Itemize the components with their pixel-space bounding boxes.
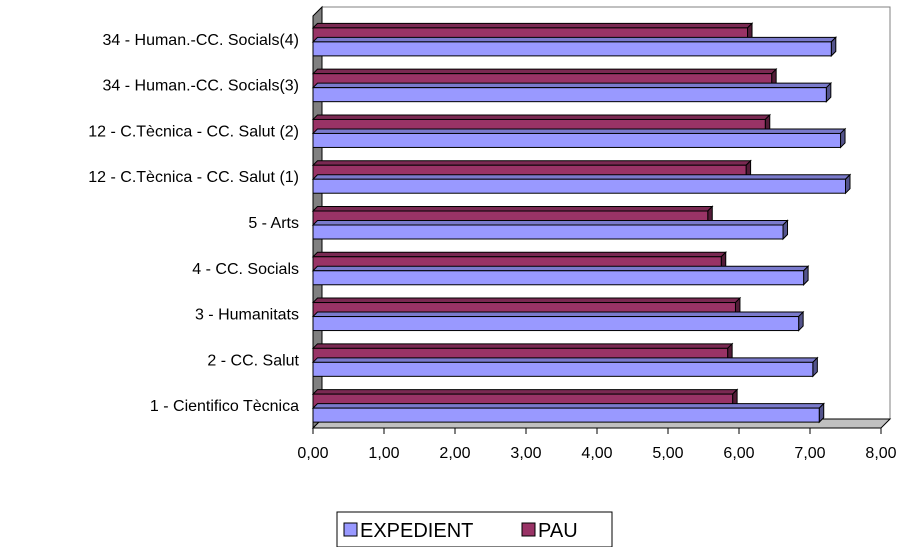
bars — [311, 22, 852, 424]
bar-top-face — [311, 114, 771, 120]
bar-expedient-6 — [311, 173, 852, 195]
legend: EXPEDIENT PAU — [336, 511, 613, 547]
bar-top-face — [311, 403, 825, 409]
legend-label: EXPEDIENT — [360, 520, 473, 542]
bar-top-face — [311, 206, 714, 212]
x-tick-label: 6,00 — [723, 445, 754, 462]
x-tick-label: 7,00 — [794, 445, 825, 462]
bar-top-face — [311, 160, 752, 166]
category-label: 34 - Human.-CC. Socials(4) — [103, 32, 300, 49]
bar-top-face — [311, 389, 739, 395]
legend-label: PAU — [538, 520, 578, 542]
bar-front-face — [312, 316, 800, 332]
bar-expedient-2 — [311, 356, 819, 378]
bar-expedient-3 — [311, 310, 805, 332]
x-tick-label: 3,00 — [510, 445, 541, 462]
bar-top-face — [311, 297, 742, 304]
bar-front-face — [312, 407, 820, 423]
x-tick-label: 5,00 — [652, 445, 683, 462]
bar-front-face — [312, 178, 846, 194]
bar-top-face — [311, 220, 789, 226]
x-tick-label: 2,00 — [439, 445, 470, 462]
bar-front-face — [312, 270, 805, 286]
legend-swatch — [521, 522, 536, 537]
category-label: 12 - C.Tècnica - CC. Salut (2) — [88, 123, 299, 140]
axes: 1 - Cientifico Tècnica 2 - CC. Salut 3 - H… — [88, 32, 896, 462]
bar-top-face — [311, 265, 810, 272]
bar-top-face — [311, 174, 852, 180]
bar-front-face — [312, 224, 784, 240]
x-tick-label: 1,00 — [368, 445, 399, 462]
bar-top-face — [311, 22, 754, 29]
bar-front-face — [312, 41, 832, 57]
category-label: 3 - Humanitats — [195, 307, 299, 324]
x-tick-label: 4,00 — [581, 445, 612, 462]
category-label: 5 - Arts — [248, 215, 299, 232]
x-tick-label: 0,00 — [297, 445, 328, 462]
bar-top-face — [311, 343, 734, 349]
bar-top-face — [311, 251, 727, 258]
legend-swatch — [343, 522, 358, 537]
bar-top-face — [311, 128, 847, 134]
bar-expedient-7 — [311, 127, 847, 149]
bar-expedient-8 — [311, 81, 833, 103]
bar-expedient-9 — [311, 36, 838, 58]
bar-top-face — [311, 36, 838, 43]
legend-item-expedient: EXPEDIENT — [343, 520, 473, 542]
legend-box — [336, 511, 613, 547]
bar-front-face — [312, 87, 827, 103]
bar-top-face — [311, 82, 833, 89]
bar-expedient-4 — [311, 265, 810, 286]
category-label: 4 - CC. Socials — [192, 261, 299, 278]
category-label: 12 - C.Tècnica - CC. Salut (1) — [88, 169, 299, 186]
bar-front-face — [312, 132, 842, 148]
bar-expedient-1 — [311, 402, 825, 424]
category-label: 1 - Cientifico Tècnica — [150, 398, 299, 415]
bar-top-face — [311, 311, 805, 318]
bar-top-face — [311, 68, 778, 75]
bar-expedient-5 — [311, 219, 789, 241]
bar-front-face — [312, 361, 814, 377]
x-tick-label: 8,00 — [865, 445, 896, 462]
legend-item-pau: PAU — [521, 520, 578, 542]
category-label: 34 - Human.-CC. Socials(3) — [103, 78, 300, 95]
category-label: 2 - CC. Salut — [207, 352, 299, 369]
bar-top-face — [311, 357, 819, 363]
